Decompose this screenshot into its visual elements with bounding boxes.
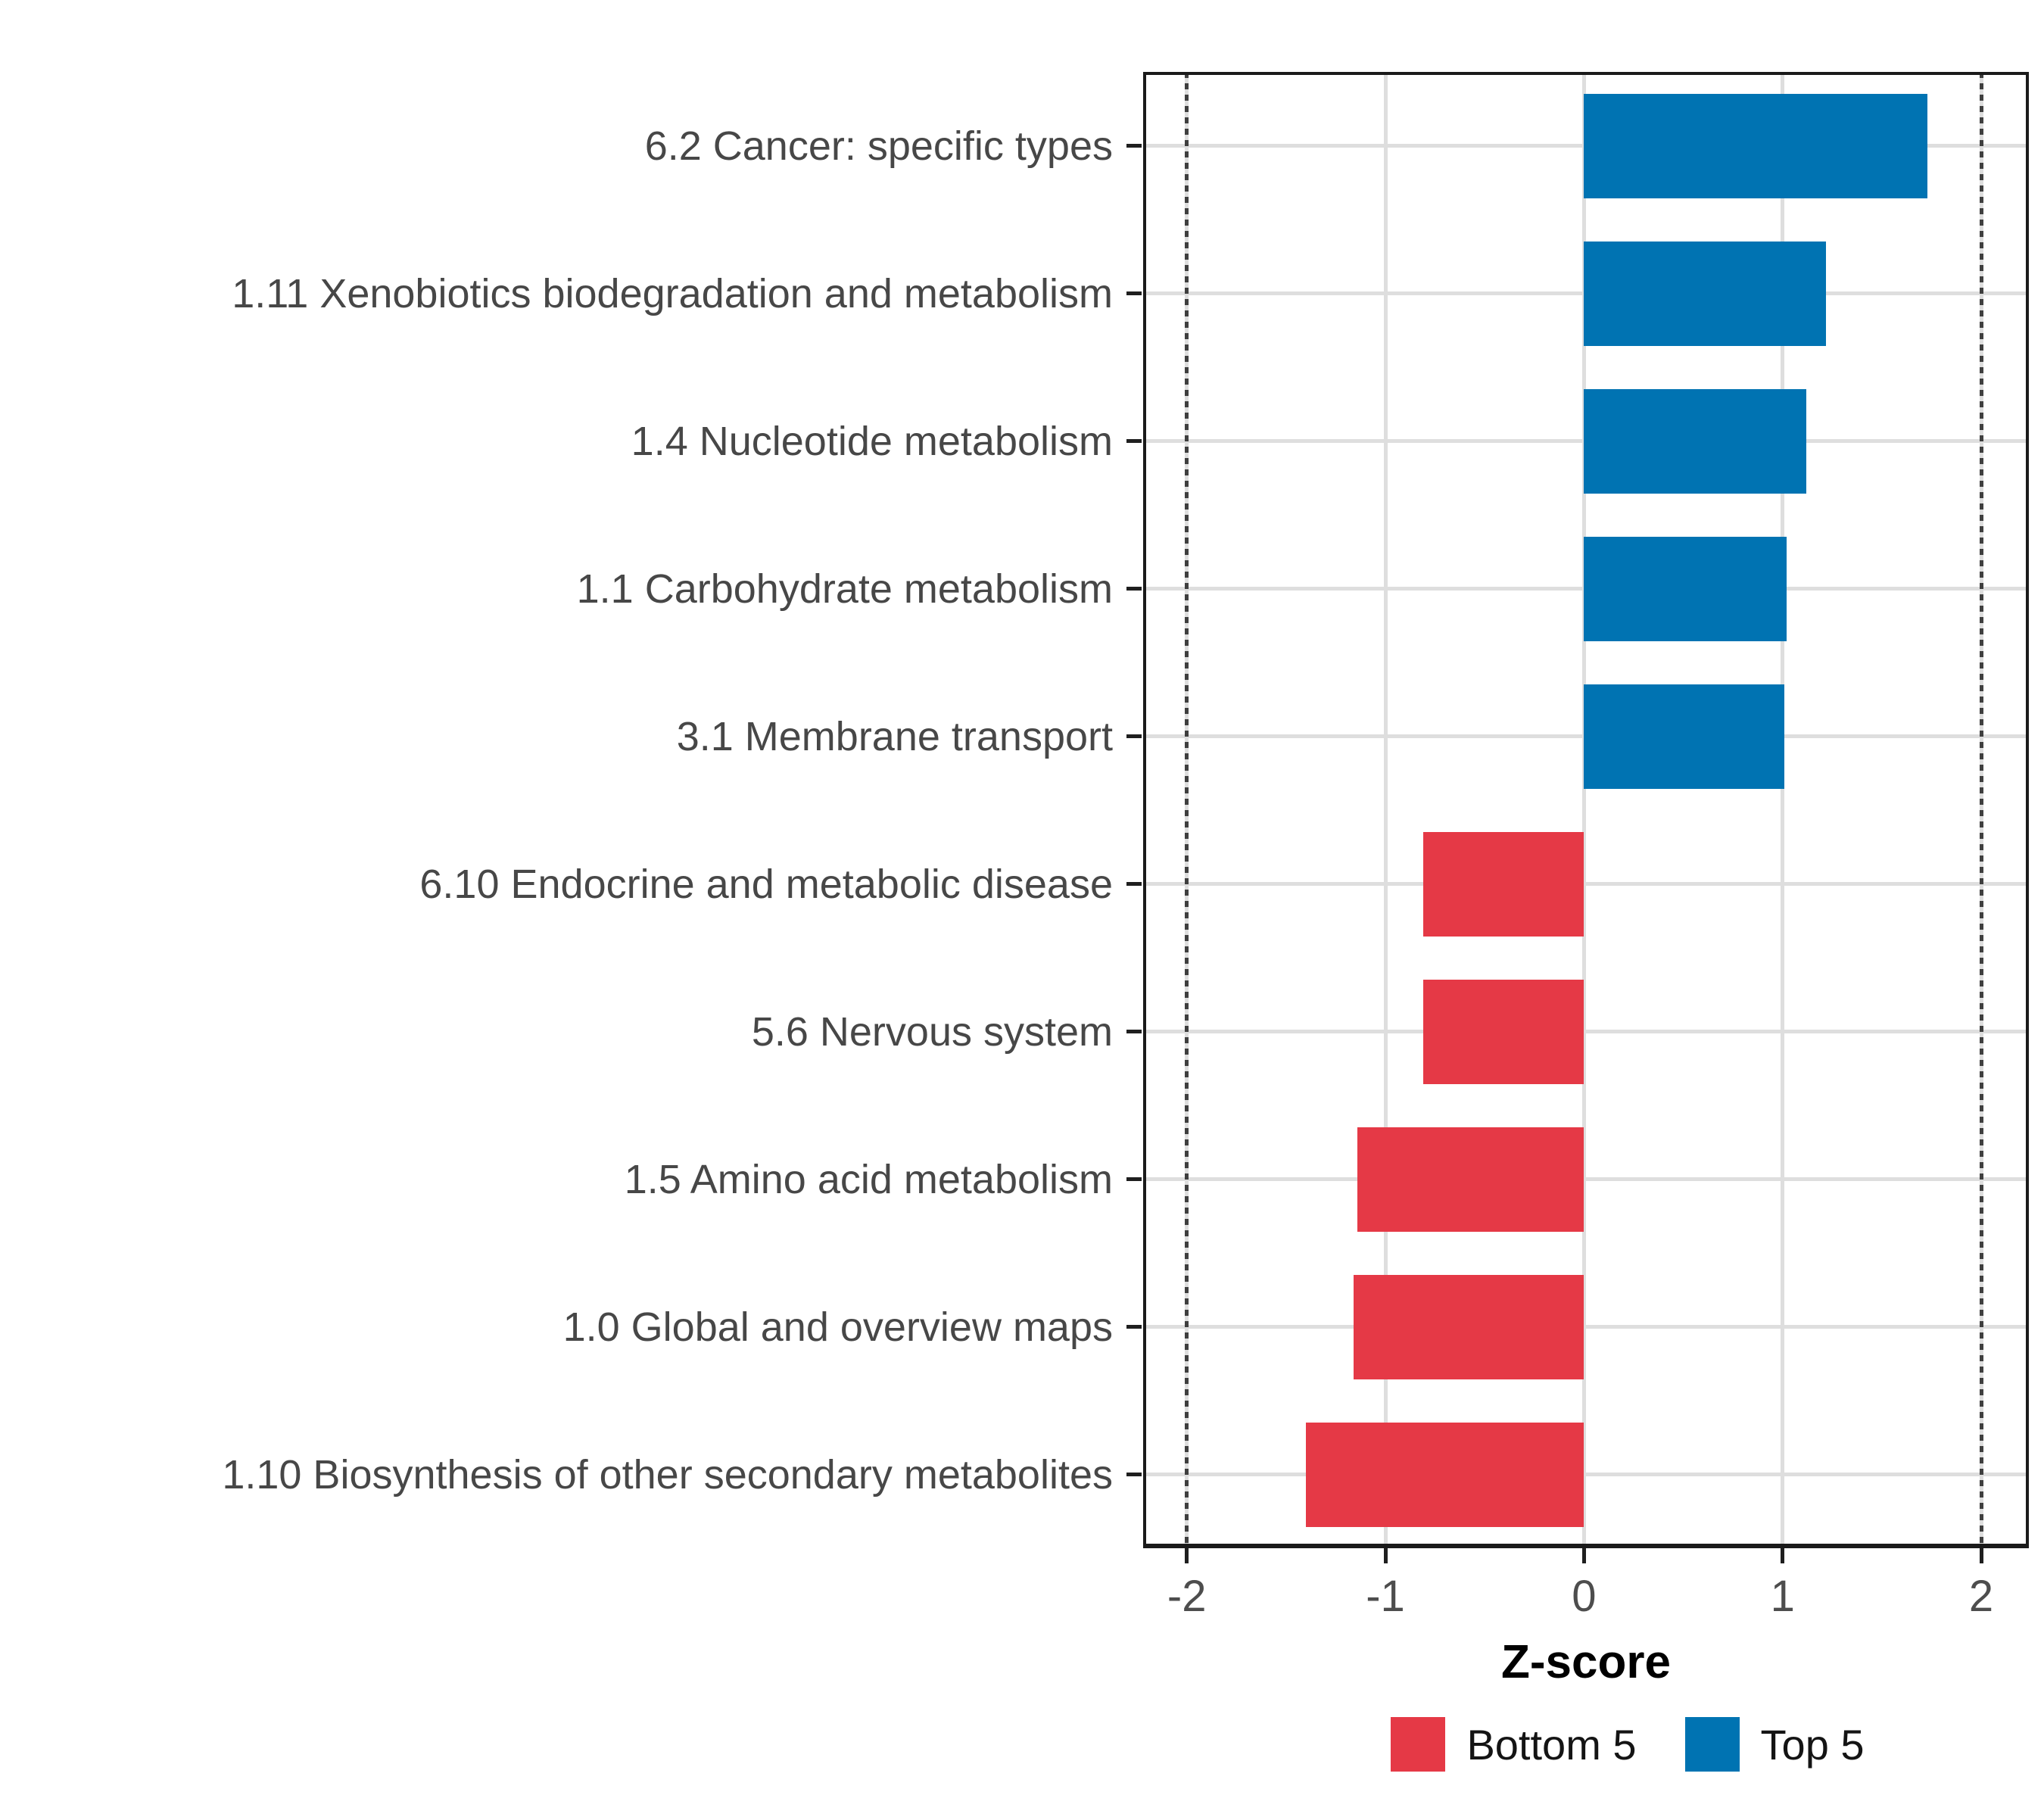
bar-bottom5 (1422, 979, 1584, 1084)
plot-panel (1143, 72, 2029, 1548)
category-label: 6.10 Endocrine and metabolic disease (419, 861, 1113, 907)
x-axis-title: Z-score (1501, 1636, 1671, 1688)
v-gridline (1581, 72, 1586, 1548)
legend-label: Top 5 (1760, 1720, 1865, 1769)
category-label: 1.1 Carbohydrate metabolism (576, 566, 1113, 612)
h-gridline (1143, 1325, 2029, 1329)
bar-bottom5 (1306, 1422, 1584, 1527)
y-tick-mark (1126, 1325, 1142, 1329)
legend-label: Bottom 5 (1466, 1720, 1637, 1769)
category-label: 1.0 Global and overview maps (562, 1304, 1113, 1350)
reference-line-dotted (1979, 72, 1983, 1548)
reference-line-dotted (1185, 72, 1189, 1548)
x-tick-mark (1185, 1548, 1189, 1563)
bar-bottom5 (1357, 1127, 1584, 1232)
x-tick-label: 2 (1968, 1572, 1994, 1621)
category-label: 1.4 Nucleotide metabolism (631, 418, 1113, 464)
legend-item: Top 5 (1684, 1717, 1865, 1772)
y-tick-mark (1126, 882, 1142, 886)
legend-item: Bottom 5 (1391, 1717, 1637, 1772)
category-label: 1.5 Amino acid metabolism (624, 1156, 1113, 1202)
bar-bottom5 (1422, 831, 1584, 937)
bar-bottom5 (1354, 1274, 1584, 1379)
y-tick-mark (1126, 1473, 1142, 1476)
y-axis-category-labels: 6.2 Cancer: specific types 1.11 Xenobioti… (0, 72, 1113, 1548)
x-tick-label: 0 (1572, 1572, 1597, 1621)
h-gridline (1143, 882, 2029, 886)
category-label: 1.11 Xenobiotics biodegradation and meta… (232, 270, 1113, 316)
h-gridline (1143, 1177, 2029, 1181)
bar-top5 (1584, 241, 1827, 346)
x-tick-mark (1581, 1548, 1586, 1563)
h-gridline (1143, 1030, 2029, 1033)
y-tick-mark (1126, 291, 1142, 295)
category-label: 1.10 Biosynthesis of other secondary met… (222, 1451, 1113, 1498)
x-tick-label: -1 (1366, 1572, 1405, 1621)
x-tick-label: -2 (1167, 1572, 1207, 1621)
legend-key-swatch (1391, 1717, 1446, 1772)
x-tick-mark (1979, 1548, 1983, 1563)
bar-top5 (1584, 536, 1787, 641)
category-label: 3.1 Membrane transport (676, 713, 1113, 759)
x-tick-label: 1 (1770, 1572, 1795, 1621)
y-tick-mark (1126, 1177, 1142, 1181)
bar-top5 (1584, 388, 1807, 494)
bar-top5 (1584, 684, 1785, 789)
h-gridline (1143, 1473, 2029, 1476)
legend-key-swatch (1684, 1717, 1740, 1772)
y-tick-mark (1126, 144, 1142, 148)
v-gridline (1781, 72, 1785, 1548)
x-tick-mark (1383, 1548, 1388, 1563)
y-tick-mark (1126, 1030, 1142, 1033)
x-tick-mark (1781, 1548, 1785, 1563)
bar-top5 (1584, 93, 1928, 198)
v-gridline (1383, 72, 1388, 1548)
legend: Bottom 5 Top 5 (1226, 1717, 2029, 1772)
y-tick-mark (1126, 734, 1142, 738)
y-tick-mark (1126, 439, 1142, 443)
category-label: 5.6 Nervous system (751, 1008, 1113, 1055)
category-label: 6.2 Cancer: specific types (644, 123, 1113, 169)
x-axis: -2 -1 0 1 2 (1143, 1548, 2029, 1677)
y-tick-mark (1126, 587, 1142, 591)
